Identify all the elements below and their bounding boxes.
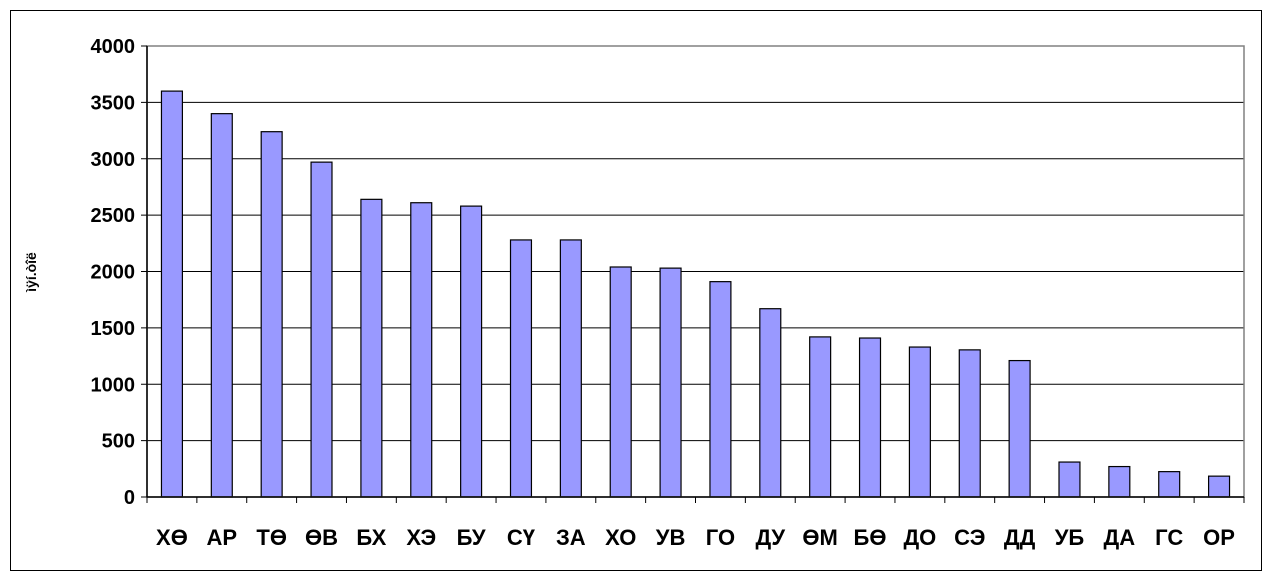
bar-11: [659, 267, 682, 498]
x-tick-labels: ХӨ АР ТӨ ӨВ БХ ХЭ БУ СҮ ЗА ХО УВ ГО ДУ ӨМ БӨ ДО СЭ ДД УБ ДА…: [156, 525, 1235, 550]
x-tick-label: БУ: [457, 525, 486, 550]
y-axis-title: ìÿí.òîë: [23, 252, 39, 293]
x-tick-label: ХӨ: [156, 525, 188, 550]
y-tick-label: 0: [124, 487, 135, 509]
bar-22: [1207, 475, 1231, 498]
x-tick-label: УВ: [656, 525, 686, 550]
bar-1: [160, 90, 184, 498]
y-tick-label: 1500: [91, 318, 136, 340]
x-tick-label: ГС: [1155, 525, 1183, 550]
bar-13: [759, 308, 782, 498]
bar-10: [609, 266, 632, 498]
x-tick-label: ГО: [706, 525, 735, 550]
y-tick-label: 4000: [91, 36, 136, 58]
bar-5: [360, 198, 383, 498]
x-tick-label: ОР: [1203, 525, 1235, 550]
bar-14: [809, 336, 832, 498]
x-tick-label: ӨМ: [802, 525, 837, 550]
bar-16: [908, 346, 931, 498]
bar-17: [958, 349, 981, 498]
x-tick-label: ӨВ: [305, 525, 338, 550]
x-tick-label: ТӨ: [256, 525, 287, 550]
bar-20: [1108, 465, 1131, 498]
bar-9: [559, 239, 582, 498]
axes: [141, 45, 1245, 503]
bar-6: [410, 202, 433, 498]
bar-4: [310, 161, 333, 498]
x-tick-label: АР: [207, 525, 238, 550]
bars: [160, 90, 1231, 498]
y-tick-label: 500: [102, 431, 135, 453]
y-tick-label: 2500: [91, 205, 136, 227]
x-tick-label: ДУ: [755, 525, 785, 550]
bar-21: [1158, 471, 1181, 498]
bar-12: [709, 281, 732, 498]
bar-19: [1058, 461, 1081, 498]
x-tick-label: ДА: [1104, 525, 1136, 550]
x-tick-label: СЭ: [954, 525, 985, 550]
y-tick-label: 3000: [91, 149, 136, 171]
x-tick-label: СҮ: [507, 525, 536, 550]
bar-8: [509, 239, 533, 498]
x-tick-label: ЗА: [556, 525, 586, 550]
y-tick-label: 2000: [91, 262, 136, 284]
bar-18: [1008, 359, 1031, 498]
x-tick-label: ДО: [903, 525, 936, 550]
x-tick-label: УБ: [1055, 525, 1085, 550]
y-tick-label: 1000: [91, 374, 136, 396]
bar-7: [460, 205, 483, 498]
x-tick-label: БХ: [356, 525, 386, 550]
y-tick-label: 3500: [91, 92, 136, 114]
x-tick-label: БӨ: [854, 525, 887, 550]
bar-3: [260, 131, 283, 498]
x-tick-label: ДД: [1004, 525, 1036, 550]
x-tick-label: ХО: [605, 525, 636, 550]
y-tick-labels: 0 500 1000 1500 2000 2500 3000 3500 4000: [91, 36, 136, 509]
bar-15: [858, 337, 882, 498]
x-tick-label: ХЭ: [406, 525, 436, 550]
bar-2: [210, 113, 233, 498]
